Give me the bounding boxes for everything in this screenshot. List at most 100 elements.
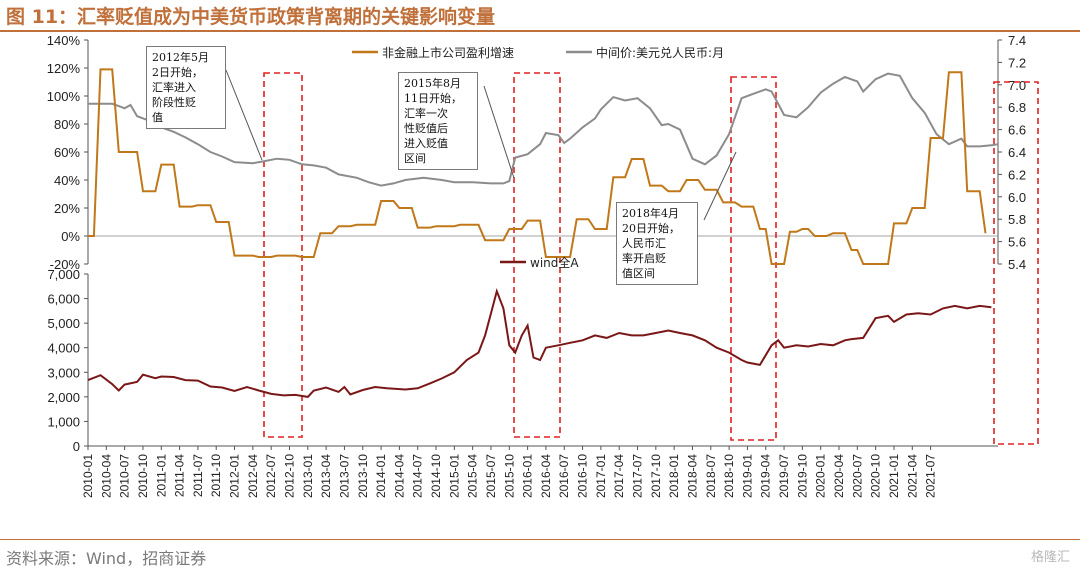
x-tick-label: 2015-07: [484, 454, 498, 498]
x-tick-label: 2019-07: [777, 454, 791, 498]
x-tick-label: 2021-04: [905, 454, 919, 498]
annotation-2015-line: 进入贬值: [404, 137, 448, 150]
x-tick-label: 2013-04: [319, 454, 333, 498]
annotation-2018: 2018年4月 20日开始， 人民币汇 率开启贬 值区间: [616, 202, 698, 285]
x-tick-label: 2020-01: [814, 454, 828, 498]
x-tick-label: 2019-10: [795, 454, 809, 498]
y-tick-label-left-bottom: 5,000: [47, 316, 80, 331]
y-tick-label-right: 7.2: [1008, 55, 1026, 70]
series-line-earnings-growth: [88, 68, 987, 265]
y-tick-label-right: 6.8: [1008, 100, 1026, 115]
x-tick-label: 2014-04: [392, 454, 406, 498]
annotation-2015-line: 性贬值后: [404, 122, 448, 135]
x-tick-label: 2018-07: [704, 454, 718, 498]
x-tick-label: 2013-01: [301, 454, 315, 498]
x-tick-label: 2014-10: [429, 454, 443, 498]
chart-svg: 140% 120% 100% 80% 60% 40% 20% 0% -20% 7.4 7.2 7.0 6…: [47, 33, 1039, 498]
highlight-period-box: [730, 76, 777, 441]
y-tick-label-left-bottom: 3,000: [47, 365, 80, 380]
y-tick-label-left-top: 0%: [61, 229, 80, 244]
x-tick-label: 2011-07: [191, 454, 205, 497]
series-line-usdcny: [88, 72, 999, 187]
annotation-2015-line: 2015年8月: [404, 77, 461, 90]
x-tick-label: 2016-04: [539, 454, 553, 498]
x-tick-label: 2017-04: [612, 454, 626, 498]
x-tick-label: 2018-04: [685, 454, 699, 498]
x-tick-label: 2014-01: [374, 454, 388, 498]
annotation-2015-line: 汇率一次: [404, 107, 448, 120]
x-tick-label: 2013-10: [356, 454, 370, 498]
y-tick-label-right: 7.0: [1008, 78, 1026, 93]
x-tick-label: 2021-01: [887, 454, 901, 498]
y-tick-label-right: 6.4: [1008, 145, 1026, 160]
y-tick-label-right: 5.4: [1008, 257, 1026, 272]
x-tick-label: 2019-04: [759, 454, 773, 498]
x-tick-label: 2010-10: [136, 454, 150, 498]
x-tick-label: 2018-01: [667, 454, 681, 498]
y-tick-label-left-top: 120%: [47, 61, 81, 76]
annotation-2018-line: 率开启贬: [622, 252, 666, 265]
x-tick-label: 2021-07: [924, 454, 938, 498]
series-line-wind-all-a: [87, 287, 992, 398]
x-tick-label: 2015-01: [447, 454, 461, 498]
y-tick-label-left-bottom: 7,000: [47, 267, 80, 282]
x-tick-label: 2019-01: [740, 454, 754, 498]
annotation-2012-line: 2012年5月: [152, 51, 209, 64]
y-tick-label-right: 5.8: [1008, 212, 1026, 227]
y-tick-label-left-top: 100%: [47, 89, 81, 104]
annotation-2012-line: 值: [152, 111, 163, 124]
annotation-2018-line: 值区间: [622, 267, 655, 280]
x-tick-label: 2010-01: [81, 454, 95, 498]
x-tick-label: 2013-07: [337, 454, 351, 498]
annotation-2012-line: 阶段性贬: [152, 96, 196, 109]
x-tick-label: 2014-07: [411, 454, 425, 498]
x-tick-label: 2016-07: [557, 454, 571, 498]
x-tick-label: 2018-10: [722, 454, 736, 498]
x-tick-label: 2016-01: [521, 454, 535, 498]
x-tick-label: 2017-01: [594, 454, 608, 498]
annotation-2012-pointer: [225, 69, 263, 161]
x-tick-label: 2017-07: [631, 454, 645, 498]
annotation-2015: 2015年8月 11日开始， 汇率一次 性贬值后 进入贬值 区间: [398, 72, 478, 170]
y-tick-label-right: 5.6: [1008, 235, 1026, 250]
annotation-2018-line: 20日开始，: [622, 222, 680, 235]
title-divider: [0, 30, 1080, 32]
watermark: 格隆汇: [1030, 550, 1070, 565]
x-tick-label: 2012-04: [246, 454, 260, 498]
highlight-period-box: [513, 72, 561, 438]
x-tick-label: 2012-01: [228, 454, 242, 498]
footer-divider: [0, 539, 1080, 540]
y-tick-label-left-bottom: 6,000: [47, 292, 80, 307]
y-tick-label-left-bottom: 0: [73, 439, 80, 454]
y-tick-label-left-bottom: 4,000: [47, 341, 80, 356]
legend-label-usdcny: 中间价:美元兑人民币:月: [596, 45, 724, 60]
annotation-2012-line: 2日开始，: [152, 66, 203, 79]
x-tick-label: 2015-04: [466, 454, 480, 498]
annotation-2018-line: 人民币汇: [622, 237, 666, 250]
x-tick-label: 2010-04: [99, 454, 113, 498]
y-tick-label-left-top: 80%: [54, 117, 80, 132]
x-tick-label: 2012-07: [264, 454, 278, 498]
page-title: 图 11：汇率贬值成为中美货币政策背离期的关键影响变量: [6, 6, 496, 28]
x-tick-label: 2011-01: [154, 454, 168, 497]
y-tick-label-left-top: -20%: [50, 257, 81, 272]
y-tick-label-right: 6.0: [1008, 190, 1026, 205]
annotation-2015-line: 11日开始，: [404, 92, 462, 105]
y-tick-label-left-top: 20%: [54, 201, 80, 216]
legend-label-wind-all-a: wind全A: [530, 255, 579, 270]
x-tick-label: 2016-10: [576, 454, 590, 498]
y-tick-label-right: 6.6: [1008, 123, 1026, 138]
x-tick-label: 2012-10: [282, 454, 296, 498]
highlight-period-box: [263, 72, 303, 438]
y-tick-label-left-top: 60%: [54, 145, 80, 160]
x-tick-label: 2011-10: [209, 454, 223, 497]
highlight-period-box: [993, 81, 1039, 445]
annotation-2012: 2012年5月 2日开始， 汇率进入 阶段性贬 值: [146, 46, 226, 129]
y-tick-label-left-bottom: 2,000: [47, 390, 80, 405]
annotation-2015-pointer: [483, 85, 515, 179]
x-tick-label: 2017-10: [649, 454, 663, 498]
annotation-2012-line: 汇率进入: [152, 81, 196, 94]
source-note: 资料来源：Wind，招商证券: [6, 549, 207, 568]
y-tick-label-right: 6.2: [1008, 167, 1026, 182]
x-tick-label: 2020-07: [850, 454, 864, 498]
